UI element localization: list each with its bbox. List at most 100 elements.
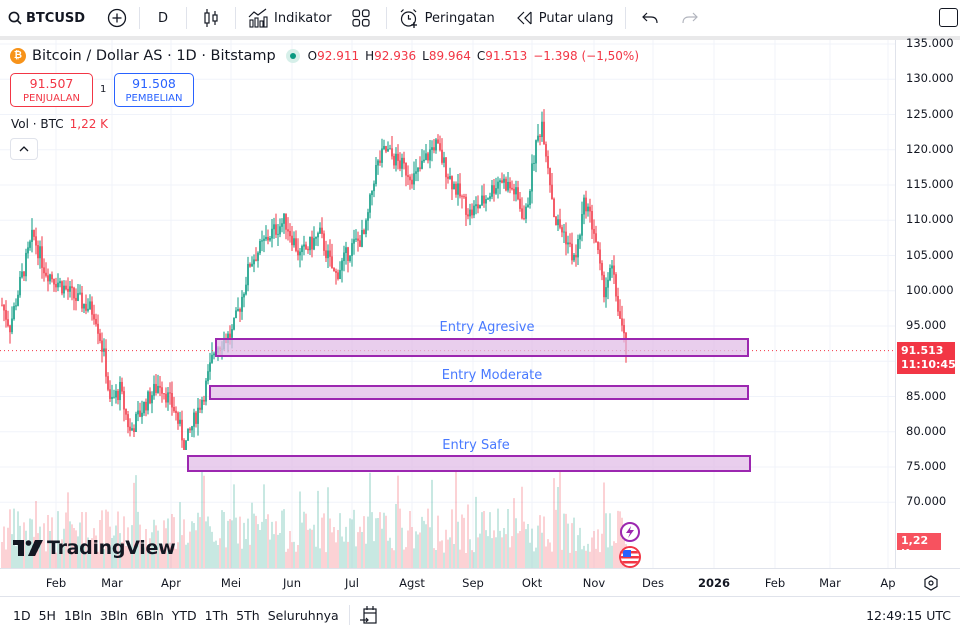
- buy-price: 91.508: [132, 76, 176, 91]
- time-tick: Feb: [45, 576, 67, 590]
- fullscreen-button[interactable]: [939, 8, 958, 27]
- toolbar-divider: [0, 36, 960, 40]
- buy-label: PEMBELIAN: [125, 93, 183, 104]
- high-key: H: [365, 49, 375, 63]
- time-tick: Agst: [399, 576, 425, 590]
- spread-value: 1: [100, 84, 107, 95]
- low-value: 89.964: [428, 49, 471, 63]
- change-value: −1.398 (−1,50%): [533, 49, 639, 63]
- alarm-clock-icon: [400, 9, 417, 28]
- separator: [348, 605, 350, 625]
- high-value: 92.936: [374, 49, 417, 63]
- time-tick: Nov: [582, 576, 606, 590]
- interval-button[interactable]: D: [144, 0, 182, 36]
- plus-circle-icon: [107, 8, 127, 28]
- series-title[interactable]: Bitcoin / Dollar AS · 1D · Bitstamp: [32, 48, 276, 64]
- range-button-ytd[interactable]: YTD: [171, 607, 197, 623]
- price-tick: 130.000: [906, 71, 954, 86]
- bar-countdown: 11:10:45: [901, 358, 956, 371]
- price-tick: 85.000: [906, 388, 947, 403]
- time-axis[interactable]: Feb Mar Apr Mei Jun Jul Agst Sep Okt Nov Des 2026 Fe…: [0, 568, 960, 596]
- separator: [385, 7, 387, 29]
- bottom-toolbar: 1D 5H 1Bln 3Bln 6Bln YTD 1Th 5Th Seluruhnya 12:4…: [0, 596, 960, 633]
- range-button-seluruhnya[interactable]: Seluruhnya: [267, 607, 339, 623]
- range-button-5h[interactable]: 5H: [38, 607, 56, 623]
- plot-area[interactable]: ₿ Bitcoin / Dollar AS · 1D · Bitstamp O9…: [0, 40, 895, 568]
- alerts-label: Peringatan: [424, 10, 495, 26]
- indicators-button[interactable]: Indikator: [240, 0, 340, 36]
- price-axis[interactable]: 91.513 11:10:45 1,22 K 135.000 130.000 125…: [895, 36, 960, 568]
- time-tick: Mei: [220, 576, 242, 590]
- sell-button[interactable]: 91.507 PENJUALAN: [10, 73, 93, 107]
- symbol-search-button[interactable]: BTCUSD: [0, 0, 93, 36]
- chevron-up-icon: [19, 146, 29, 152]
- zone-entry-agresive[interactable]: [215, 338, 749, 357]
- open-value: 92.911: [317, 49, 360, 63]
- time-tick: Mar: [101, 576, 123, 590]
- alerts-button[interactable]: Peringatan: [391, 0, 503, 36]
- price-tick: 125.000: [906, 106, 954, 121]
- range-button-1d[interactable]: 1D: [13, 607, 31, 623]
- top-toolbar: BTCUSD D Indikator Peringatan Putar ulan…: [0, 0, 960, 36]
- price-tick: 70.000: [906, 494, 947, 509]
- sell-price: 91.507: [29, 76, 74, 91]
- event-lightning-icon[interactable]: [620, 522, 640, 542]
- axis-settings-icon[interactable]: [924, 575, 938, 591]
- chart-legend: ₿ Bitcoin / Dollar AS · 1D · Bitstamp O9…: [10, 48, 639, 64]
- indicators-label: Indikator: [274, 10, 332, 26]
- tradingview-logo[interactable]: TradingView: [13, 537, 176, 559]
- price-tick: 100.000: [906, 282, 954, 297]
- volume-label: Vol · BTC: [11, 117, 64, 131]
- redo-icon: [682, 12, 699, 24]
- close-value: 91.513: [485, 49, 528, 63]
- time-tick: Ap: [880, 576, 896, 590]
- price-tick: 120.000: [906, 141, 954, 156]
- candles-icon: [204, 9, 218, 27]
- us-flag-event-icon[interactable]: [619, 546, 641, 568]
- low-key: L: [422, 49, 429, 63]
- grid-layout-icon: [352, 9, 370, 27]
- time-tick: 2026: [697, 576, 731, 590]
- price-tick: 75.000: [906, 459, 947, 473]
- price-tick: 95.000: [906, 318, 947, 332]
- range-button-5th[interactable]: 5Th: [236, 607, 260, 623]
- range-button-1bln[interactable]: 1Bln: [63, 607, 92, 623]
- zone-entry-safe[interactable]: [187, 455, 751, 472]
- replay-label: Putar ulang: [538, 10, 614, 26]
- separator: [186, 7, 188, 29]
- range-button-6bln[interactable]: 6Bln: [135, 607, 164, 623]
- replay-button[interactable]: Putar ulang: [509, 0, 622, 36]
- time-tick: Mar: [819, 576, 841, 590]
- tradingview-logo-text: TradingView: [47, 537, 176, 559]
- utc-clock[interactable]: 12:49:15 UTC: [866, 608, 951, 623]
- chart-type-button[interactable]: [191, 0, 231, 36]
- time-tick: Feb: [764, 576, 786, 590]
- zone-label-moderate: Entry Moderate: [441, 368, 543, 383]
- range-button-3bln[interactable]: 3Bln: [99, 607, 128, 623]
- current-price-badge: 91.513 11:10:45: [897, 342, 956, 374]
- separator: [139, 7, 141, 29]
- time-tick: Jul: [345, 576, 359, 590]
- undo-button[interactable]: [630, 0, 670, 36]
- buy-button[interactable]: 91.508 PEMBELIAN: [114, 73, 194, 107]
- collapse-legend-button[interactable]: [10, 138, 38, 160]
- interval-label: D: [158, 10, 169, 26]
- compare-symbol-button[interactable]: [99, 0, 135, 36]
- zone-entry-moderate[interactable]: [209, 385, 749, 400]
- current-price: 91.513: [901, 344, 944, 357]
- price-tick: 135.000: [906, 36, 954, 50]
- indicators-icon: [248, 8, 268, 28]
- range-button-1th[interactable]: 1Th: [204, 607, 229, 623]
- go-to-date-icon[interactable]: [359, 605, 378, 625]
- tradingview-logo-icon: [13, 540, 43, 556]
- candlestick-chart[interactable]: [0, 40, 895, 568]
- redo-button[interactable]: [670, 0, 710, 36]
- symbol-name: BTCUSD: [26, 10, 86, 26]
- market-open-icon: [285, 49, 300, 63]
- price-tick: 105.000: [906, 247, 954, 262]
- sell-label: PENJUALAN: [22, 93, 81, 104]
- ohlc-values: O92.911 H92.936 L89.964 C91.513 −1.398 (…: [308, 49, 639, 63]
- volume-badge: 1,22 K: [897, 533, 941, 560]
- chart-pane[interactable]: ₿ Bitcoin / Dollar AS · 1D · Bitstamp O9…: [0, 36, 960, 596]
- templates-button[interactable]: [340, 0, 382, 36]
